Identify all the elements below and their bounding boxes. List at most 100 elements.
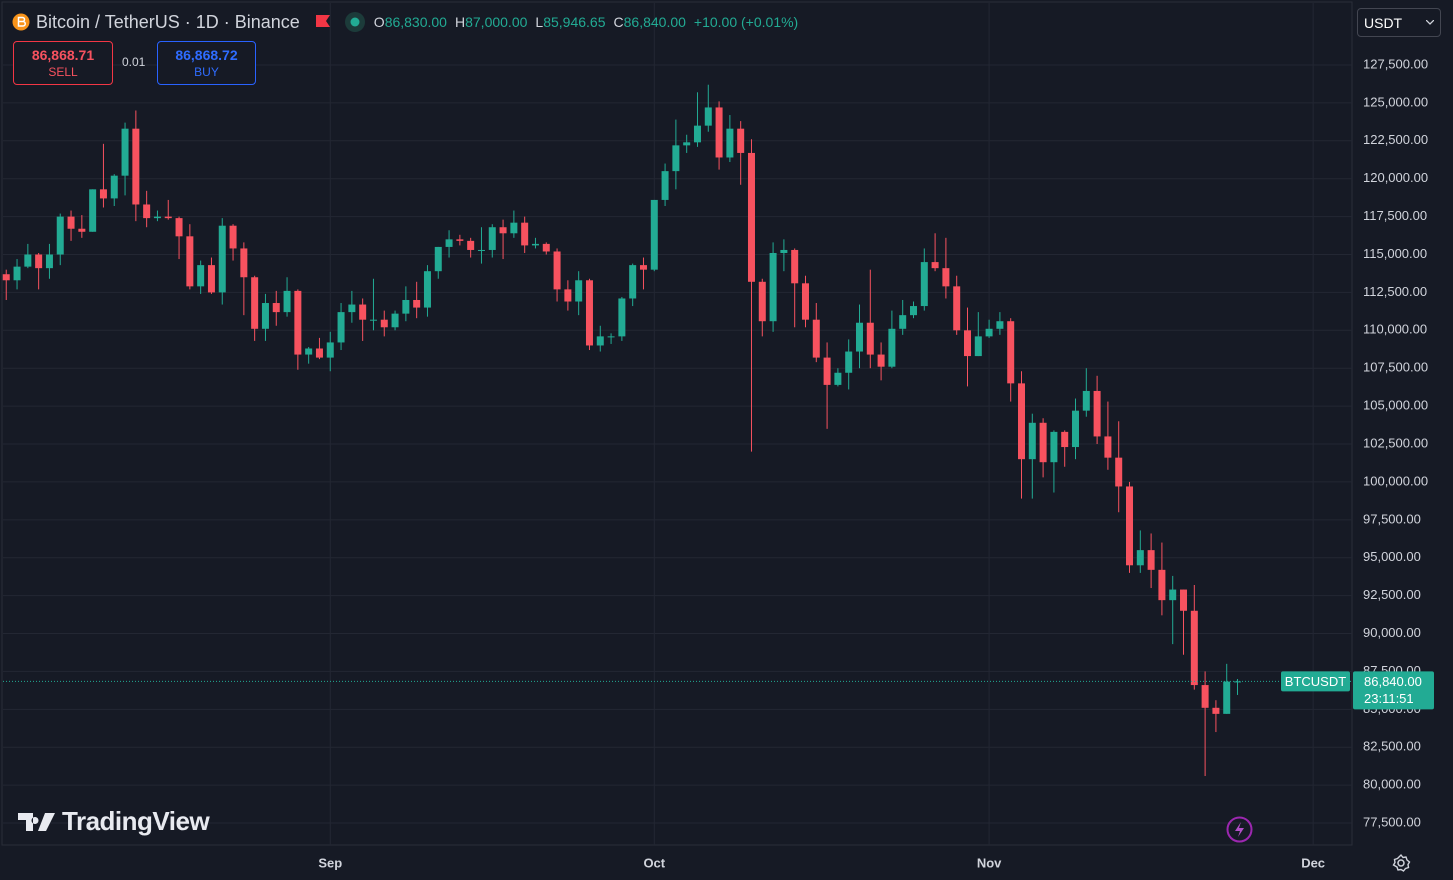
candle-body <box>315 348 323 358</box>
high-value: 87,000.00 <box>465 14 528 30</box>
candle-body <box>542 243 550 252</box>
candle-body <box>240 248 248 278</box>
candle-body <box>585 280 593 346</box>
lightning-button[interactable] <box>1226 816 1253 843</box>
candle-body <box>888 328 896 367</box>
candle-body <box>24 254 32 267</box>
candle-body <box>445 239 453 247</box>
plot-frame <box>1 1 1353 846</box>
flag-icon[interactable] <box>314 13 332 31</box>
y-tick-label: 110,000.00 <box>1363 322 1427 337</box>
candle-body <box>67 216 75 229</box>
candle-body <box>359 304 367 320</box>
sell-button[interactable]: 86,868.71 SELL <box>13 41 113 85</box>
candle-body <box>823 357 831 385</box>
candle-body <box>1028 422 1036 460</box>
y-tick-label: 100,000.00 <box>1363 473 1428 488</box>
candle-body <box>1072 410 1080 448</box>
countdown-label: 23:11:51 <box>1364 691 1414 706</box>
candle-body <box>283 290 291 313</box>
candle-body <box>207 265 215 293</box>
x-tick-label: Dec <box>1301 855 1325 870</box>
candle-body <box>845 351 853 373</box>
candle-body <box>348 304 356 313</box>
x-tick-label: Nov <box>977 855 1002 870</box>
candle-body <box>477 249 485 251</box>
candle-body <box>413 299 421 308</box>
candle-body <box>564 289 572 302</box>
change-value: +10.00 (+0.01%) <box>693 14 799 30</box>
buy-button[interactable]: 86,868.72 BUY <box>157 41 256 85</box>
y-tick-label: 102,500.00 <box>1363 435 1428 450</box>
grid <box>3 3 1352 845</box>
high-label: H <box>454 14 466 30</box>
candle-body <box>1234 681 1242 683</box>
logo-text: TradingView <box>62 806 210 836</box>
candle-body <box>1180 589 1188 611</box>
candle-body <box>402 299 410 314</box>
candle-body <box>747 152 755 282</box>
y-tick-label: 92,500.00 <box>1363 587 1421 602</box>
candle-body <box>942 268 950 287</box>
candle-body <box>110 175 118 199</box>
candle-body <box>1201 685 1209 708</box>
candle-body <box>715 107 723 158</box>
candle-body <box>1093 390 1101 437</box>
candle-body <box>693 125 701 143</box>
y-tick-label: 107,500.00 <box>1363 360 1428 375</box>
candle-body <box>575 280 583 302</box>
candle-body <box>521 222 529 246</box>
buy-label: BUY <box>194 65 219 79</box>
logo[interactable]: TradingView <box>18 806 210 837</box>
settings-button[interactable] <box>1391 853 1411 873</box>
candle-body <box>704 107 712 126</box>
buy-price: 86,868.72 <box>175 47 238 63</box>
candle-body <box>985 328 993 337</box>
candle-body <box>769 252 777 322</box>
candle-body <box>683 142 691 146</box>
candle-body <box>229 225 237 249</box>
candle-body <box>261 303 269 329</box>
candle-body <box>899 315 907 329</box>
candle-body <box>996 321 1004 329</box>
candle-body <box>251 277 259 329</box>
candle-body <box>1115 457 1123 487</box>
candle-body <box>834 372 842 385</box>
candle-body <box>1147 550 1155 570</box>
candle-body <box>175 218 183 237</box>
currency: USDT <box>1364 15 1403 31</box>
candle-body <box>434 246 442 272</box>
candle-body <box>1082 390 1090 411</box>
symbol-tag <box>1281 671 1350 692</box>
candle-body <box>909 306 917 316</box>
candle-body <box>855 322 863 352</box>
y-tick-label: 80,000.00 <box>1363 777 1421 792</box>
candle-body <box>920 262 928 307</box>
y-tick-label: 95,000.00 <box>1363 549 1421 564</box>
candle-body <box>143 204 151 219</box>
candle-body <box>391 313 399 328</box>
symbol-title: Bitcoin / TetherUS · 1D · Binance <box>36 11 300 32</box>
low-value: 85,946.65 <box>543 14 606 30</box>
candle-body <box>1136 550 1144 566</box>
candle-body <box>931 262 939 269</box>
candle-body <box>1039 422 1047 463</box>
sell-price: 86,868.71 <box>31 47 95 63</box>
candle-body <box>780 249 788 253</box>
candle-body <box>456 239 464 241</box>
candle-body <box>629 265 637 299</box>
candle-body <box>499 227 507 234</box>
candle-body <box>661 171 669 200</box>
candle-body <box>45 254 53 269</box>
candle-body <box>89 189 97 232</box>
candle-body <box>531 243 539 246</box>
candle-body <box>737 128 745 153</box>
candle-body <box>791 249 799 284</box>
quantity[interactable]: 0.01 <box>122 55 146 69</box>
y-tick-label: 125,000.00 <box>1363 94 1428 109</box>
candle-body <box>618 298 626 337</box>
low-label: L <box>535 14 544 30</box>
currency-dropdown[interactable]: USDT <box>1357 8 1441 37</box>
